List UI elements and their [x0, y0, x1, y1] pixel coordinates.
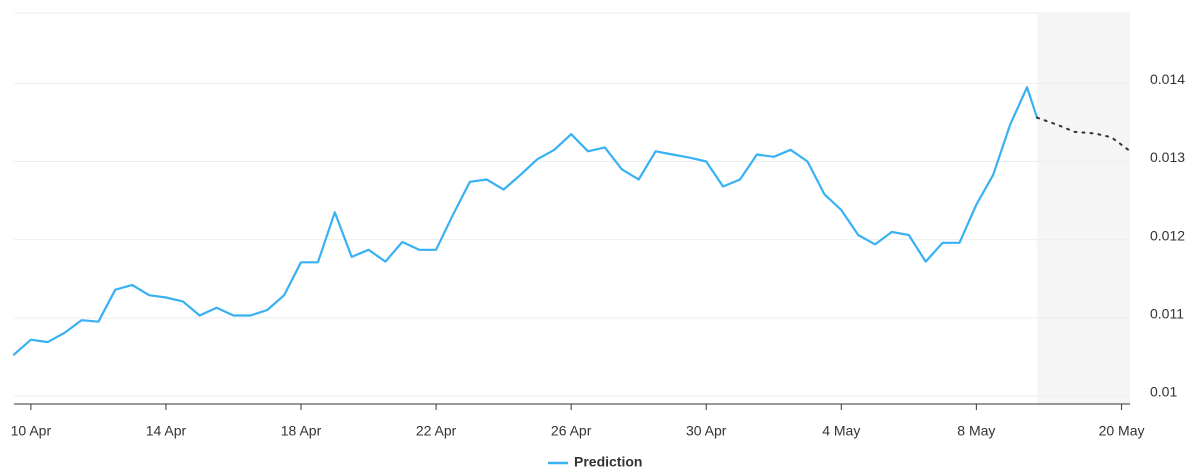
y-tick-label: 0.01: [1150, 384, 1177, 400]
y-tick-label: 0.012: [1150, 227, 1185, 243]
x-tick-label: 10 Apr: [11, 423, 52, 439]
x-tick-label: 18 Apr: [281, 423, 322, 439]
legend-label: Prediction: [574, 454, 642, 470]
x-tick-label: 26 Apr: [551, 423, 592, 439]
forecast-line: [1036, 116, 1130, 151]
x-tick-label: 8 May: [957, 423, 995, 439]
series-line: [12, 86, 1039, 356]
x-tick-label: 4 May: [822, 423, 860, 439]
y-tick-label: 0.013: [1150, 149, 1185, 165]
y-tick-label: 0.011: [1150, 306, 1184, 322]
y-tick-label: 0.014: [1150, 71, 1185, 87]
x-tick-label: 30 Apr: [686, 423, 727, 439]
forecast-shade: [1037, 13, 1130, 404]
x-tick-label: 22 Apr: [416, 423, 457, 439]
x-tick-label: 20 May: [1099, 423, 1145, 439]
x-tick-label: 14 Apr: [146, 423, 187, 439]
